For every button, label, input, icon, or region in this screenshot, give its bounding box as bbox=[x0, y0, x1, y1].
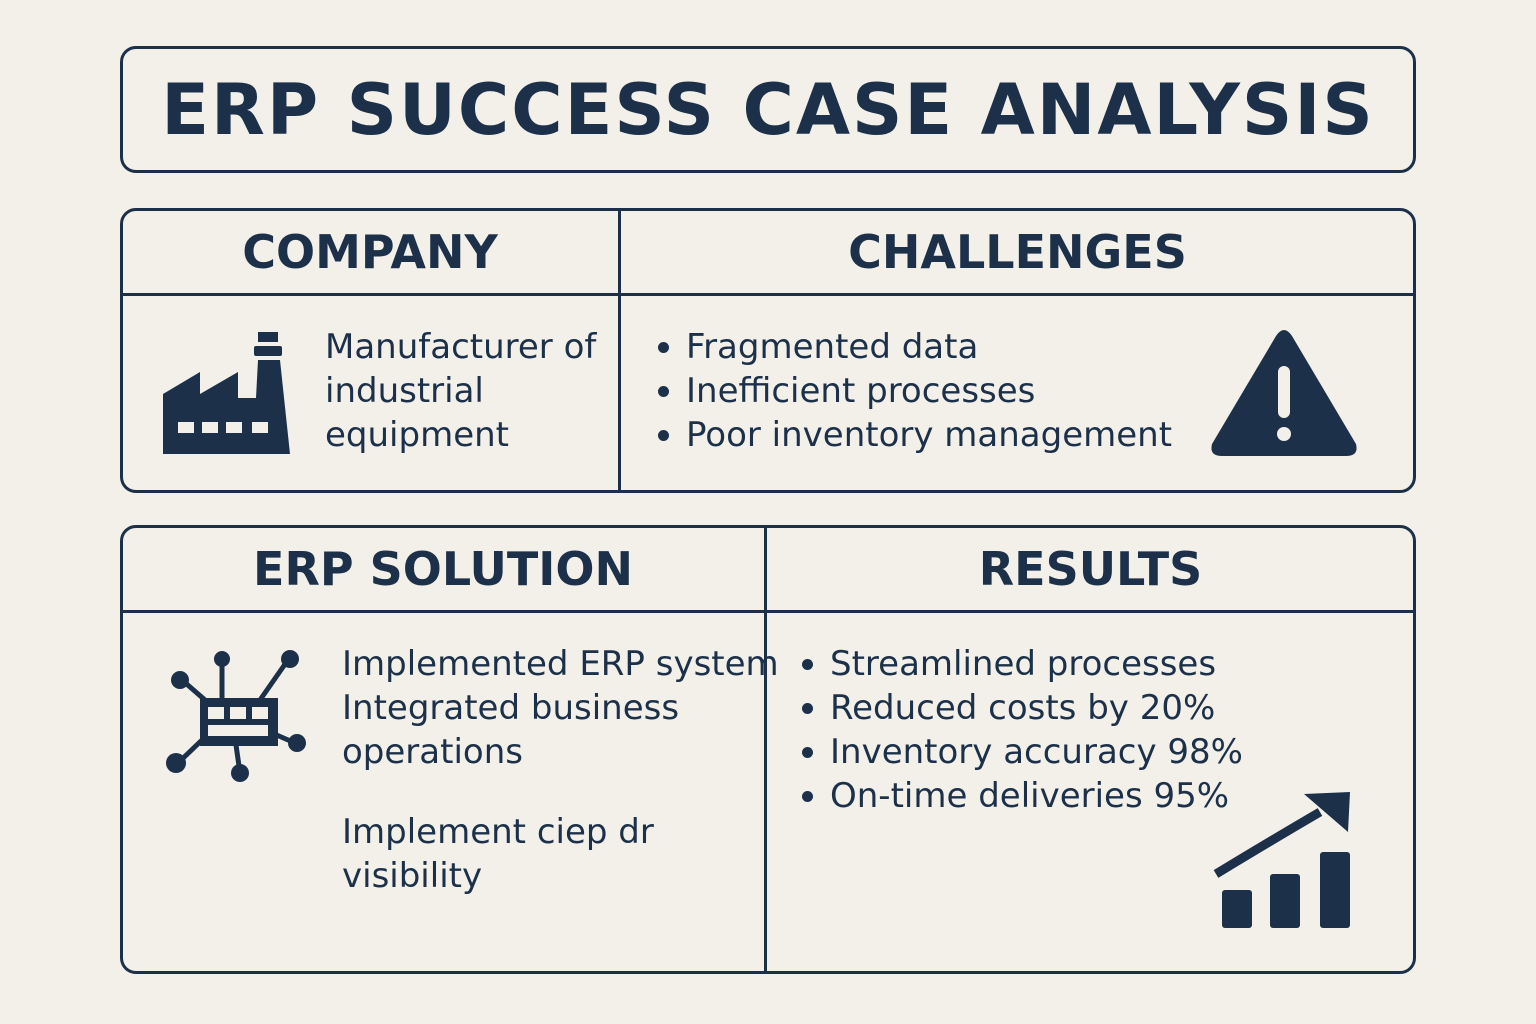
list-item: Fragmented data bbox=[656, 325, 1172, 369]
solution-description: Implemented ERP system Integrated busine… bbox=[342, 642, 779, 774]
list-item: Streamlined processes bbox=[800, 642, 1243, 686]
text-line: visibility bbox=[342, 856, 483, 896]
text-line: operations bbox=[342, 732, 523, 772]
results-header: RESULTS bbox=[978, 541, 1203, 596]
solution-results-panel bbox=[120, 525, 1416, 974]
challenges-header: CHALLENGES bbox=[848, 224, 1187, 279]
text-line: Integrated business bbox=[342, 688, 680, 728]
list-item: Inefficient processes bbox=[656, 369, 1172, 413]
divider bbox=[618, 210, 621, 491]
text-line: Implement ciep dr bbox=[342, 812, 654, 852]
page-title: ERP SUCCESS CASE ANALYSIS bbox=[120, 46, 1416, 173]
list-item: Inventory accuracy 98% bbox=[800, 730, 1243, 774]
text-line: Manufacturer of bbox=[325, 327, 597, 367]
factory-icon bbox=[163, 332, 290, 454]
divider bbox=[122, 293, 1414, 296]
solution-description-2: Implement ciep dr visibility bbox=[342, 810, 654, 898]
company-description: Manufacturer of industrial equipment bbox=[325, 325, 596, 457]
text-line: Implemented ERP system bbox=[342, 644, 779, 684]
divider bbox=[122, 610, 1414, 613]
divider bbox=[764, 527, 767, 972]
company-challenges-panel bbox=[120, 208, 1416, 493]
results-list: Streamlined processes Reduced costs by 2… bbox=[800, 642, 1243, 818]
list-item: On-time deliveries 95% bbox=[800, 774, 1243, 818]
text-line: industrial bbox=[325, 371, 484, 411]
growth-chart-icon bbox=[1213, 792, 1350, 928]
challenges-list: Fragmented data Inefficient processes Po… bbox=[656, 325, 1172, 457]
list-item: Poor inventory management bbox=[656, 413, 1172, 457]
list-item: Reduced costs by 20% bbox=[800, 686, 1243, 730]
company-header: COMPANY bbox=[242, 224, 498, 279]
network-icon bbox=[166, 650, 306, 782]
warning-icon bbox=[1211, 330, 1357, 456]
text-line: equipment bbox=[325, 415, 509, 455]
solution-header: ERP SOLUTION bbox=[253, 541, 633, 596]
